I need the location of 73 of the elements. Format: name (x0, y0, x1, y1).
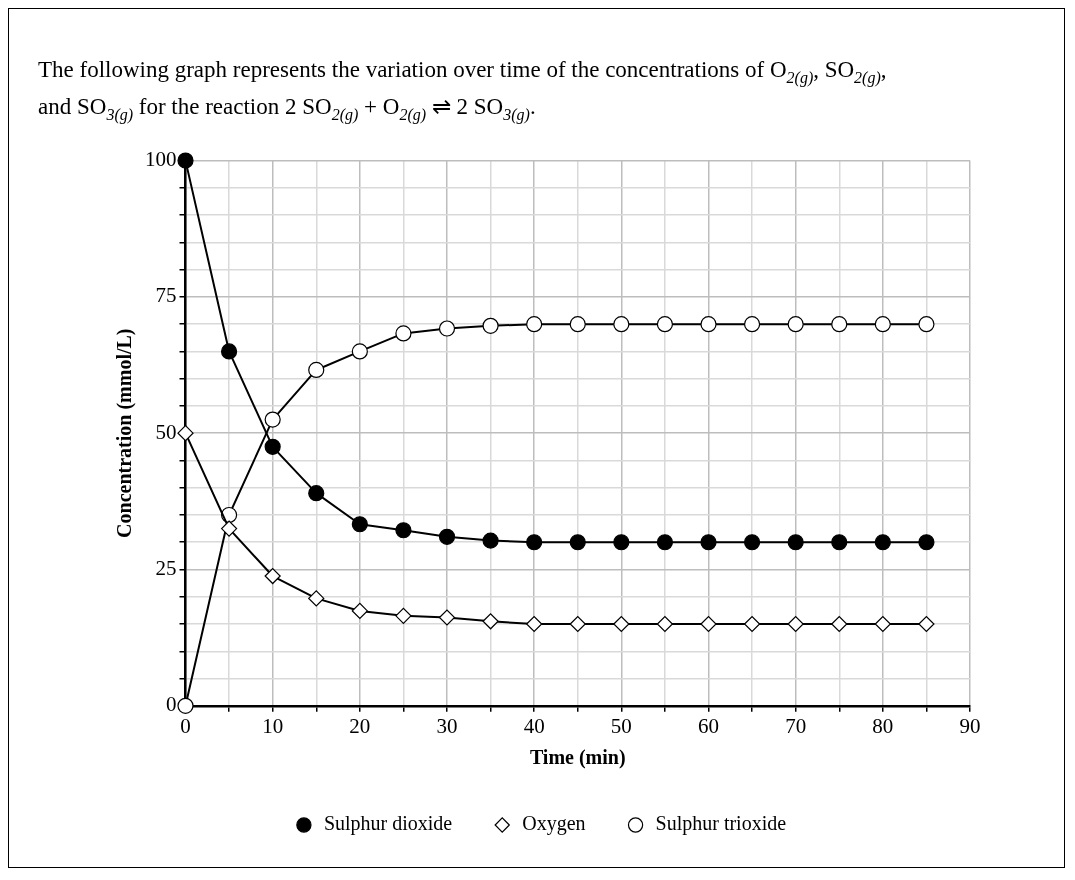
point (569, 534, 586, 551)
x-tick-label: 70 (785, 713, 807, 738)
point (831, 534, 848, 551)
point (220, 520, 238, 537)
y-tick-label: 50 (155, 419, 177, 444)
x-axis-title: Time (min) (529, 746, 626, 770)
chart-title: The following graph represents the variation over time of the concentrations of O$_{2(g)}$, SO$_{2(g)}$, and SO$_{3(g)}$ for the reaction 2 SO$_{2(g)}$ + O$_{2(g)}$ ⇌ 2 SO$_{3(g)}$. (38, 57, 887, 123)
x-tick-label: 90 (959, 713, 981, 738)
x-tick-label: 40 (523, 713, 545, 738)
point (395, 522, 412, 539)
point (874, 615, 891, 633)
point (700, 534, 717, 551)
point (743, 534, 761, 551)
point (308, 485, 325, 502)
legend-label: Sulphur trioxide (655, 812, 787, 836)
point (177, 152, 194, 169)
point (177, 425, 194, 442)
point (264, 411, 281, 428)
point (700, 615, 717, 633)
legend-label: Sulphur dioxide (323, 812, 453, 836)
x-tick-label: 60 (698, 713, 719, 738)
y-axis-title: Concentration (mmol/L) (113, 328, 137, 538)
point (700, 316, 717, 333)
point (613, 534, 630, 551)
point (526, 615, 543, 633)
point (918, 316, 935, 333)
point (264, 438, 281, 455)
x-tick-label: 80 (872, 713, 894, 738)
point (438, 609, 456, 626)
point (482, 317, 499, 334)
point (656, 534, 674, 551)
point (220, 343, 238, 360)
x-tick-label: 20 (349, 713, 371, 738)
x-tick-label: 30 (436, 713, 458, 738)
point (264, 567, 281, 585)
point (395, 607, 412, 624)
point (395, 325, 412, 342)
y-tick-label: 25 (155, 556, 177, 581)
point (613, 316, 630, 333)
point (569, 316, 586, 333)
y-tick-label: 75 (155, 283, 177, 308)
point (308, 361, 325, 379)
x-tick-label: 50 (610, 713, 632, 738)
point (874, 534, 891, 551)
point (743, 316, 761, 333)
point (351, 516, 368, 533)
point (787, 534, 804, 551)
legend-label: Oxygen (522, 812, 586, 836)
point (787, 615, 804, 633)
point (918, 534, 935, 551)
point (177, 697, 194, 714)
point (351, 343, 368, 360)
point (874, 316, 891, 333)
point (351, 602, 368, 620)
point (438, 528, 456, 545)
y-tick-label: 100 (145, 147, 177, 172)
point (482, 532, 499, 549)
point (526, 534, 543, 551)
point (308, 590, 325, 607)
point (656, 615, 674, 633)
x-tick-label: 10 (262, 713, 284, 738)
point (569, 615, 586, 633)
point (526, 316, 543, 333)
point (831, 615, 848, 633)
point (613, 615, 630, 633)
point (656, 316, 674, 333)
point (831, 316, 848, 333)
point (787, 316, 804, 333)
point (482, 613, 499, 630)
point (743, 615, 761, 633)
point (438, 320, 456, 337)
point (918, 615, 935, 633)
y-tick-label: 0 (166, 692, 177, 717)
